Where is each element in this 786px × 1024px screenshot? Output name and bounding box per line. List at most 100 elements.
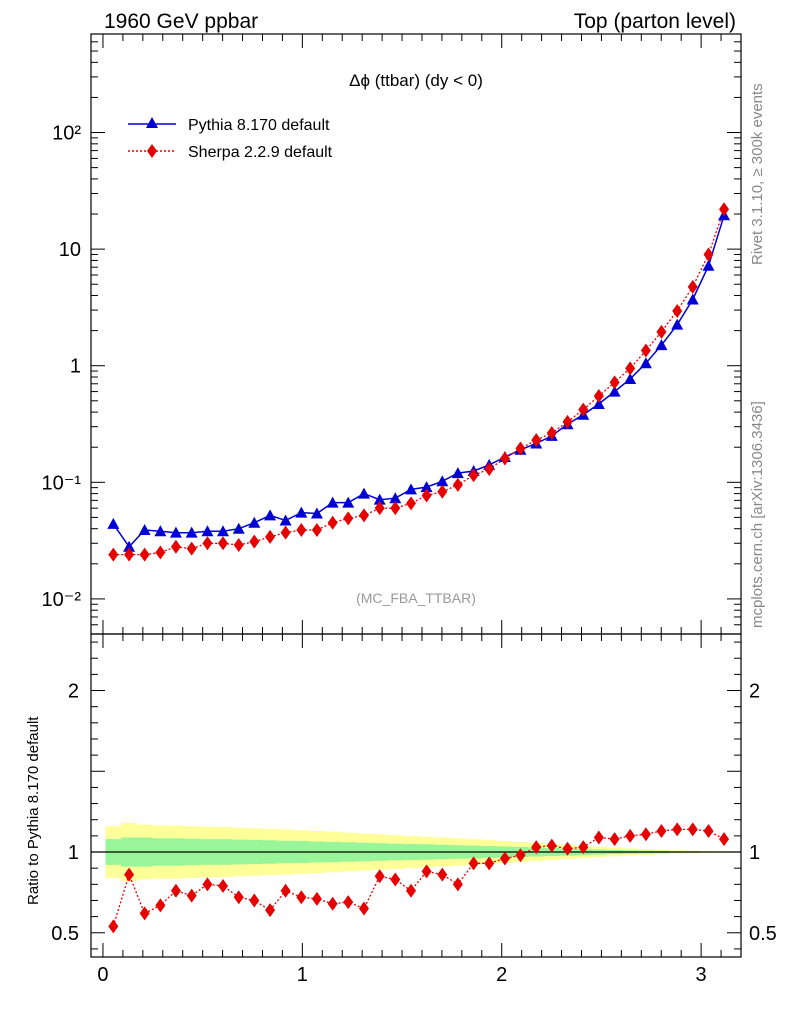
plot-title: Δϕ (ttbar) (dy < 0) [349,71,483,90]
ratio-sherpa-point [719,832,730,847]
sherpa-point [546,425,557,440]
pythia-point [232,522,245,534]
x-tick-label-1: 1 [297,964,308,986]
sherpa-point [233,537,244,552]
sherpa-point [672,303,683,318]
ratio-sherpa-point [202,877,213,892]
pythia-point [295,506,308,518]
ratio-sherpa-point [390,872,401,887]
sherpa-point [155,545,166,560]
sherpa-point [719,202,730,217]
ratio-sherpa-point [249,893,260,908]
pythia-point [138,523,151,535]
pythia-point [373,493,386,505]
ratio-sherpa-point [484,856,495,871]
ratio-panel: 0 1 2 3 0.5 0.5 1 1 2 2 [51,633,777,986]
ratio-sherpa-point [593,830,604,845]
pythia-point [655,339,668,351]
sherpa-point [562,414,573,429]
sherpa-point [656,324,667,339]
sherpa-line [113,208,725,556]
legend-sherpa-marker [147,144,157,158]
pythia-point [123,540,136,552]
pythia-point [279,514,292,526]
sherpa-point [593,388,604,403]
sherpa-point [687,279,698,294]
sherpa-point [468,468,479,483]
pythia-point [639,357,652,369]
ratio-sherpa-point [499,851,510,866]
sherpa-point [170,539,181,554]
rivet-label: Rivet 3.1.10, ≥ 300k events [749,83,766,265]
pythia-point [310,507,323,519]
ratio-sherpa-point [452,877,463,892]
sherpa-point [484,462,495,477]
sherpa-point [625,361,636,376]
ratio-sherpa-point [280,883,291,898]
pythia-point [342,496,355,508]
ratio-sherpa-point [562,841,573,856]
ratio-sherpa-point [311,891,322,906]
ratio-y-axis-label: Ratio to Pythia 8.170 default [25,716,42,905]
sherpa-point [265,529,276,544]
sherpa-point [515,441,526,456]
sherpa-point [186,541,197,556]
sherpa-point [327,515,338,530]
mcplots-label: mcplots.cern.ch [arXiv:1306.3436] [749,401,766,628]
sherpa-point [374,501,385,516]
ratio-sherpa-point [703,824,714,839]
legend-pythia-label: Pythia 8.170 default [188,117,330,134]
ratio-sherpa-point [609,832,620,847]
ratio-sherpa-point [515,848,526,863]
pythia-point [185,526,198,538]
pythia-point [248,516,261,528]
pythia-point [326,496,339,508]
y-tick-label-2: 1 [70,356,81,378]
legend: Pythia 8.170 default Sherpa 2.2.9 defaul… [128,117,333,161]
sherpa-point [437,484,448,499]
sherpa-point [640,343,651,358]
sherpa-point [609,375,620,390]
pythia-point [592,397,605,409]
ratio-sherpa-point [406,883,417,898]
ratio-sherpa-point [327,896,338,911]
ratio-sherpa-point [343,895,354,910]
analysis-watermark: (MC_FBA_TTBAR) [356,590,476,606]
sherpa-point [703,247,714,262]
ratio-sherpa-point [265,903,276,918]
ratio-sherpa-point [672,822,683,837]
ratio-sherpa-point [578,840,589,855]
main-panel: 10⁻² 10⁻¹ 1 10 10² [42,33,742,635]
sherpa-point [578,402,589,417]
ratio-sherpa-point [374,869,385,884]
ratio-sherpa-point [437,867,448,882]
sherpa-point [358,508,369,523]
sherpa-point [499,451,510,466]
sherpa-point [280,525,291,540]
x-tick-label-0: 0 [97,964,108,986]
ratio-sherpa-point [124,867,135,882]
sherpa-point [296,522,307,537]
ratio-sherpa-point [656,824,667,839]
sherpa-point [108,547,119,562]
pythia-point [671,318,684,330]
ratio-y-tick-label-left-1: 1 [68,842,79,864]
pythia-point [201,525,214,537]
sherpa-point [311,522,322,537]
y-tick-label-3: 10 [59,239,81,261]
pythia-point [389,492,402,504]
ratio-sherpa-point [531,840,542,855]
ratio-sherpa-point [421,864,432,879]
ratio-sherpa-point [217,878,228,893]
pythia-point [420,481,433,493]
energy-title: 1960 GeV ppbar [104,10,258,33]
ratio-y-tick-label-left-0: 0.5 [51,923,79,945]
pythia-point [107,517,120,529]
y-tick-label-0: 10⁻² [42,589,82,611]
sherpa-point [452,477,463,492]
pythia-point [686,293,699,305]
ratio-sherpa-point [155,898,166,913]
sherpa-point [249,534,260,549]
pythia-point [169,526,182,538]
sherpa-point [343,511,354,526]
